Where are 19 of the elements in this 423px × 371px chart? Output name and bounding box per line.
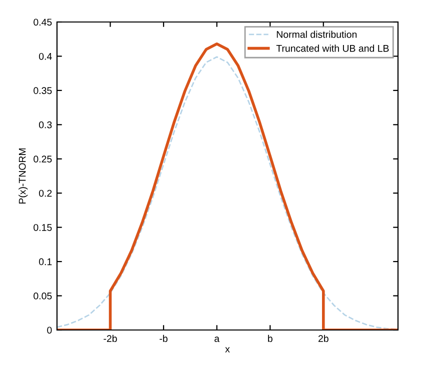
y-axis-title: P(x)-TNORM: [18, 148, 28, 204]
y-tick-label: 0.3: [39, 121, 52, 128]
y-tick-label: 0.15: [34, 224, 52, 231]
y-tick-label: 0.45: [34, 18, 52, 26]
legend-label: Truncated with UB and LB: [276, 44, 389, 52]
y-tick-label: 0.1: [39, 258, 52, 266]
y-tick-label: 0.25: [34, 156, 52, 163]
y-tick-label: 0.35: [34, 87, 52, 94]
legend-label: Normal distribution: [276, 30, 357, 38]
y-tick-label: 0.4: [39, 52, 52, 60]
x-axis-title: x: [225, 347, 230, 352]
x-tick-label: 2b: [318, 334, 328, 342]
y-tick-label: 0.2: [39, 190, 52, 197]
y-tick-label: 0: [47, 326, 52, 334]
y-tick-label: 0.05: [34, 292, 52, 300]
x-tick-label: -b: [160, 334, 168, 342]
x-tick-label: -2b: [104, 334, 117, 342]
x-tick-label: a: [214, 336, 220, 342]
x-tick-label: b: [268, 334, 272, 342]
